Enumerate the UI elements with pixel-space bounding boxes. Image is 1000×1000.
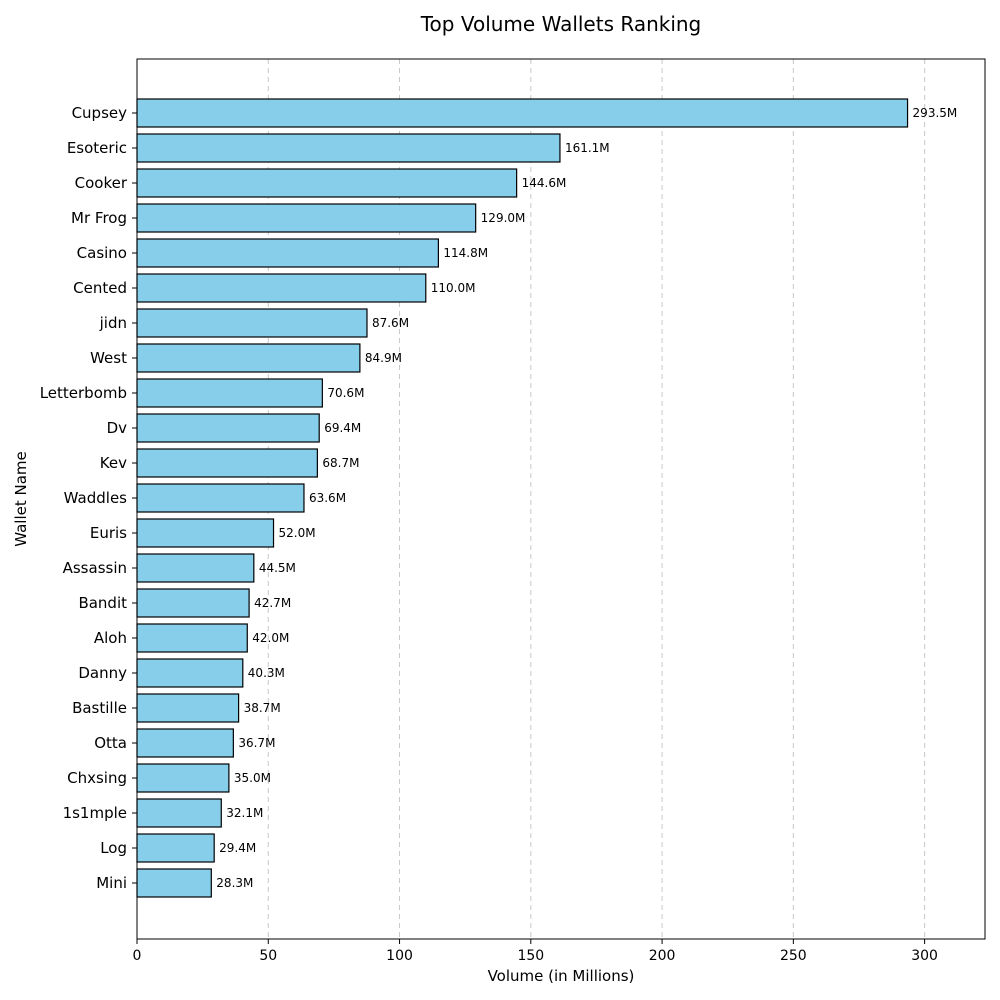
y-tick-label: Waddles	[64, 489, 128, 507]
y-tick-label: Aloh	[94, 629, 127, 647]
y-tick-label: West	[90, 349, 127, 367]
bar-value-label: 52.0M	[279, 526, 316, 540]
bar	[136, 693, 240, 723]
bar	[136, 98, 909, 128]
y-tick-label: jidn	[99, 314, 127, 332]
x-tick-label: 250	[780, 948, 807, 964]
y-tick-label: Bandit	[78, 594, 127, 612]
data-labels: 293.5M 161.1M 144.6M 129.0M 114.8M 110.0M 87.6…	[216, 106, 957, 890]
bar	[136, 728, 234, 758]
x-tick-labels: 0 50 100 150 200 250 300	[133, 939, 938, 964]
bar-value-label: 87.6M	[372, 316, 409, 330]
x-axis-label: Volume (in Millions)	[488, 967, 635, 985]
chart-title: Top Volume Wallets Ranking	[420, 12, 702, 36]
y-tick-label: Cupsey	[72, 104, 128, 122]
x-tick-label: 0	[133, 948, 142, 964]
bar	[136, 588, 250, 618]
y-tick-label: Otta	[94, 734, 127, 752]
bar	[136, 798, 222, 828]
bar-value-label: 293.5M	[913, 106, 958, 120]
y-tick-label: Chxsing	[67, 769, 127, 787]
y-tick-label: Casino	[77, 244, 127, 262]
x-tick-label: 50	[259, 948, 277, 964]
bar	[136, 483, 305, 513]
bar	[136, 413, 320, 443]
y-axis-label: Wallet Name	[12, 451, 30, 547]
bar-value-label: 29.4M	[219, 841, 256, 855]
bar	[136, 203, 477, 233]
bar	[136, 378, 323, 408]
y-tick-label: Euris	[90, 524, 127, 542]
bar	[136, 273, 427, 303]
bar	[136, 238, 439, 268]
y-tick-label: Cented	[73, 279, 127, 297]
x-tick-label: 300	[911, 948, 938, 964]
bar-value-label: 38.7M	[244, 701, 281, 715]
y-tick-label: Kev	[100, 454, 127, 472]
bar	[136, 868, 212, 898]
bar-value-label: 110.0M	[431, 281, 476, 295]
y-tick-label: Cooker	[75, 174, 128, 192]
y-tick-label: Mini	[96, 874, 127, 892]
y-tick-label: 1s1mple	[63, 804, 127, 822]
bars	[136, 98, 909, 898]
y-tick-label: Assassin	[63, 559, 127, 577]
bar-value-label: 40.3M	[248, 666, 285, 680]
bar	[136, 343, 361, 373]
y-tick-label: Esoteric	[67, 139, 127, 157]
bar	[136, 448, 318, 478]
bar-value-label: 35.0M	[234, 771, 271, 785]
y-tick-label: Letterbomb	[40, 384, 127, 402]
bar-value-label: 114.8M	[443, 246, 488, 260]
x-tick-label: 100	[386, 948, 413, 964]
bar-value-label: 161.1M	[565, 141, 610, 155]
bar	[136, 763, 230, 793]
bar-value-label: 32.1M	[226, 806, 263, 820]
bar-value-label: 129.0M	[481, 211, 526, 225]
bar-value-label: 36.7M	[238, 736, 275, 750]
bar	[136, 553, 255, 583]
bar	[136, 308, 368, 338]
y-tick-label: Dv	[107, 419, 128, 437]
y-tick-labels: Cupsey Esoteric Cooker Mr Frog Casino Cented j…	[40, 104, 137, 892]
x-tick-label: 200	[649, 948, 676, 964]
bar	[136, 833, 215, 863]
bar	[136, 133, 561, 163]
bar-value-label: 28.3M	[216, 876, 253, 890]
y-tick-label: Log	[100, 839, 127, 857]
bar-value-label: 144.6M	[522, 176, 567, 190]
bar-value-label: 84.9M	[365, 351, 402, 365]
plot-frame	[136, 58, 986, 940]
bar-value-label: 63.6M	[309, 491, 346, 505]
bar-value-label: 70.6M	[327, 386, 364, 400]
bar-value-label: 68.7M	[322, 456, 359, 470]
y-tick-label: Danny	[78, 664, 127, 682]
x-tick-label: 150	[517, 948, 544, 964]
y-tick-label: Mr Frog	[71, 209, 127, 227]
bar	[136, 658, 244, 688]
bar-value-label: 69.4M	[324, 421, 361, 435]
bar	[136, 518, 275, 548]
bar-value-label: 42.7M	[254, 596, 291, 610]
bar-value-label: 44.5M	[259, 561, 296, 575]
y-tick-label: Bastille	[72, 699, 127, 717]
bar	[136, 623, 248, 653]
bar-value-label: 42.0M	[252, 631, 289, 645]
bar	[136, 168, 518, 198]
